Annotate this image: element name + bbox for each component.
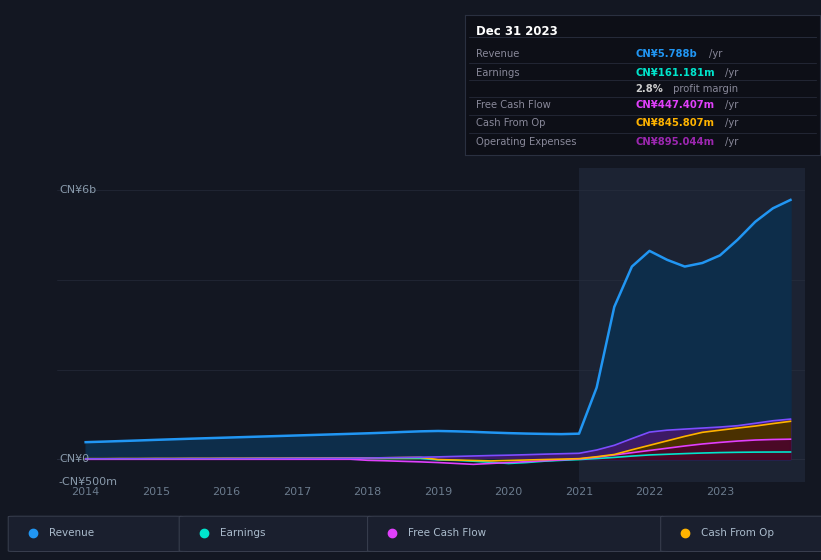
Text: Revenue: Revenue (475, 49, 519, 59)
Text: Earnings: Earnings (475, 68, 519, 78)
FancyBboxPatch shape (8, 516, 182, 552)
Text: Free Cash Flow: Free Cash Flow (475, 100, 550, 110)
Text: /yr: /yr (725, 119, 738, 128)
Text: CN¥447.407m: CN¥447.407m (635, 100, 714, 110)
Text: Free Cash Flow: Free Cash Flow (408, 529, 486, 538)
FancyBboxPatch shape (368, 516, 664, 552)
Text: /yr: /yr (725, 137, 738, 147)
Text: -CN¥500m: -CN¥500m (59, 477, 118, 487)
Text: CN¥0: CN¥0 (59, 454, 89, 464)
Text: CN¥6b: CN¥6b (59, 185, 96, 195)
Text: /yr: /yr (709, 49, 722, 59)
Text: /yr: /yr (725, 68, 738, 78)
Text: CN¥845.807m: CN¥845.807m (635, 119, 714, 128)
Bar (579, 168, 805, 482)
Text: CN¥5.788b: CN¥5.788b (635, 49, 697, 59)
FancyBboxPatch shape (179, 516, 371, 552)
Text: CN¥895.044m: CN¥895.044m (635, 137, 714, 147)
Text: Earnings: Earnings (220, 529, 265, 538)
Text: Cash From Op: Cash From Op (701, 529, 774, 538)
Text: Revenue: Revenue (48, 529, 94, 538)
Text: 2.8%: 2.8% (635, 83, 663, 94)
Text: Operating Expenses: Operating Expenses (475, 137, 576, 147)
Text: CN¥161.181m: CN¥161.181m (635, 68, 715, 78)
Text: Cash From Op: Cash From Op (475, 119, 545, 128)
Text: Dec 31 2023: Dec 31 2023 (475, 25, 557, 38)
FancyBboxPatch shape (661, 516, 821, 552)
Text: profit margin: profit margin (670, 83, 738, 94)
Text: /yr: /yr (725, 100, 738, 110)
